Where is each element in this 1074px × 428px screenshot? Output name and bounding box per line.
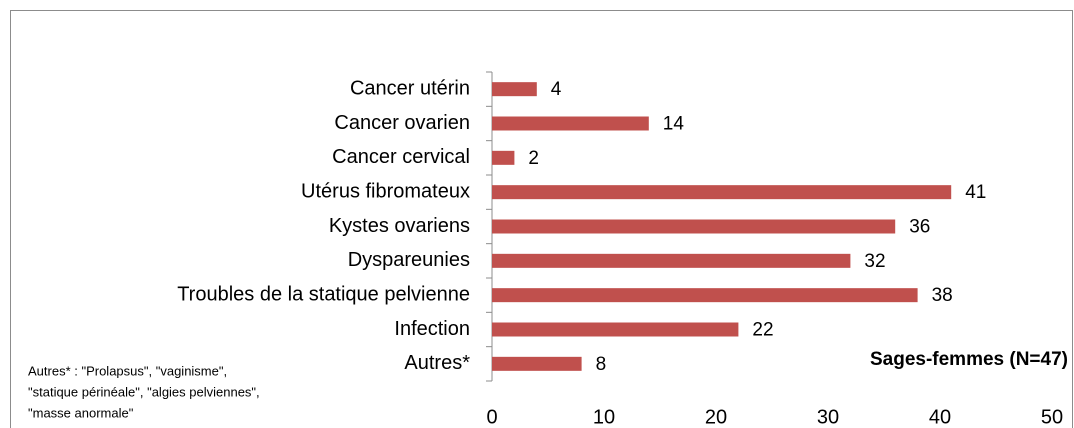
y-tick-label: Utérus fibromateux xyxy=(301,180,470,202)
annotation: "masse anormale" xyxy=(28,405,134,420)
bar xyxy=(492,82,537,97)
value-label: 22 xyxy=(752,320,773,341)
value-label: 36 xyxy=(909,217,930,238)
bar xyxy=(492,288,918,303)
value-label: 32 xyxy=(864,251,885,272)
value-label: 2 xyxy=(528,148,539,169)
y-tick-label: Kystes ovariens xyxy=(329,215,470,237)
y-tick-label: Cancer cervical xyxy=(332,146,470,168)
value-label: 38 xyxy=(932,285,953,306)
bar xyxy=(492,322,739,337)
y-tick-label: Dyspareunies xyxy=(348,249,470,271)
x-tick-label: 50 xyxy=(1041,406,1063,428)
x-tick-label: 20 xyxy=(705,406,727,428)
x-tick-label: 0 xyxy=(486,406,497,428)
y-tick-label: Cancer ovarien xyxy=(334,112,470,134)
legend-entry: Sages-femmes (N=47) xyxy=(870,349,1068,370)
x-tick-label: 40 xyxy=(929,406,951,428)
annotation: Autres* : "Prolapsus", "vaginisme", xyxy=(28,363,227,378)
y-tick-label: Autres* xyxy=(404,352,470,374)
bar xyxy=(492,150,515,165)
y-tick-label: Cancer utérin xyxy=(350,77,470,99)
x-tick-label: 30 xyxy=(817,406,839,428)
value-label: 4 xyxy=(551,79,562,100)
x-tick-label: 10 xyxy=(593,406,615,428)
bar xyxy=(492,116,649,131)
value-label: 41 xyxy=(965,182,986,203)
bar xyxy=(492,185,952,200)
bar xyxy=(492,356,582,371)
value-label: 8 xyxy=(596,354,607,375)
value-label: 14 xyxy=(663,114,685,135)
annotation: "statique périnéale", "algies pelviennes… xyxy=(28,384,260,399)
bar xyxy=(492,253,851,268)
y-tick-label: Troubles de la statique pelvienne xyxy=(177,283,470,305)
y-tick-label: Infection xyxy=(394,318,470,340)
bar xyxy=(492,219,896,234)
